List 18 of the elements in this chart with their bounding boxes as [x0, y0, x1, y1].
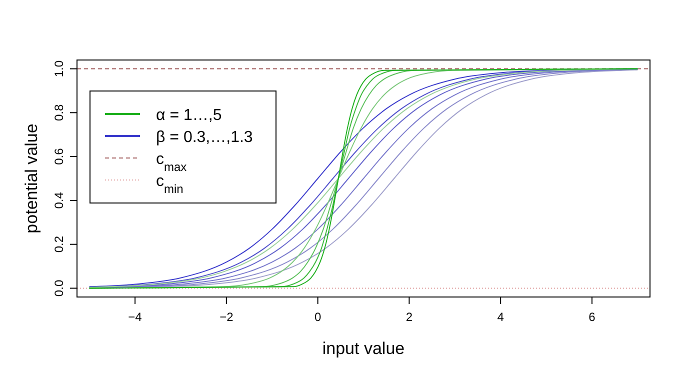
legend-label: α = 1…,5: [156, 107, 222, 124]
y-axis-title: potential value: [22, 124, 41, 234]
y-tick-label: 1.0: [52, 60, 66, 78]
legend-label: c$_{max}$: [156, 151, 187, 174]
x-tick-label: 4: [497, 310, 504, 324]
x-tick-label: 2: [406, 310, 413, 324]
x-axis-title: input value: [322, 339, 405, 358]
x-tick-label: 0: [314, 310, 322, 324]
y-tick-label: 0.8: [52, 104, 66, 122]
y-tick-label: 0.4: [52, 192, 66, 209]
y-tick-label: 0.0: [52, 280, 66, 297]
legend-label: β = 0.3,…,1.3: [156, 129, 253, 146]
y-tick-label: 0.6: [52, 148, 66, 165]
x-tick-label: 6: [588, 310, 596, 324]
legend-label: c$_{min}$: [156, 173, 184, 196]
x-tick-label: −2: [220, 310, 234, 324]
y-tick-label: 0.2: [52, 236, 66, 253]
x-tick-label: −4: [128, 310, 142, 324]
